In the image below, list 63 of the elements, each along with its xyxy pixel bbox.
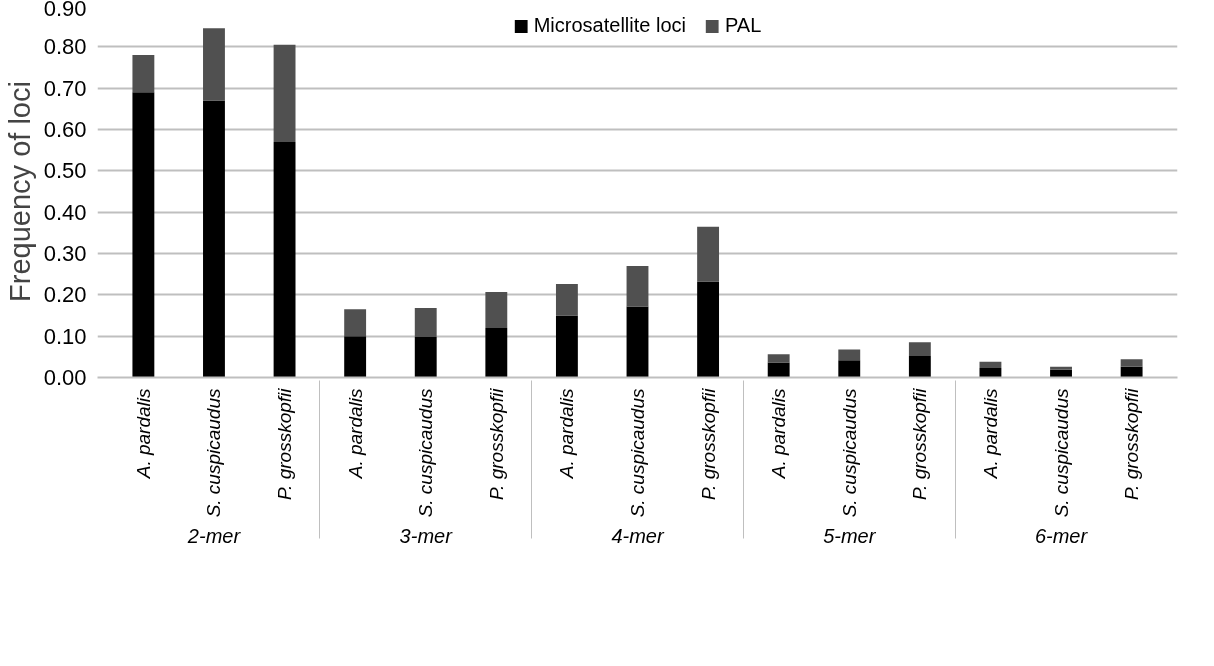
x-tick-label: A. pardalis [132,388,154,480]
y-tick-label: 0.10 [43,323,87,349]
x-tick-label: P. grosskopfii [697,387,719,501]
text: 3-mer [399,525,454,548]
x-tick-label: S. cuspicaudus [415,388,437,518]
x-tick-label: A. pardalis [344,388,366,480]
legend-label: PAL [724,14,762,37]
bar [838,349,861,361]
bar [908,342,931,357]
bar [1050,366,1072,370]
text: 5-mer [823,525,877,548]
x-tick-label: P. grosskopfii [1121,387,1143,501]
text: 4-mer [611,525,665,548]
x-tick-label: P. grosskopfii [909,387,931,501]
bar [626,306,649,378]
y-tick-label: 0.90 [43,0,87,21]
bar [132,92,155,378]
x-tick-label: S. cuspicaudus [838,388,860,518]
bar [344,336,367,378]
y-axis-title: Frequency of loci [3,81,36,302]
text: 6-mer [1034,525,1089,548]
x-tick-label: A. pardalis [556,388,578,480]
bar [1050,369,1072,378]
legend-label: Microsatellite loci [533,14,686,37]
bar [555,315,578,378]
x-tick-label: A. pardalis [979,388,1001,480]
bar [203,28,225,101]
x-tick-label: S. cuspicaudus [1050,388,1072,518]
x-tick-label: A. pardalis [768,388,790,480]
bar [1120,366,1143,378]
x-tick-label: P. grosskopfii [485,387,507,501]
x-tick-label: S. cuspicaudus [203,388,225,518]
bar [767,354,790,363]
y-tick-label: 0.70 [43,75,87,101]
bar [414,308,437,337]
bar [203,100,225,378]
y-tick-label: 0.00 [43,365,87,390]
bar [697,281,720,378]
y-tick-label: 0.50 [43,158,87,184]
bar [767,362,790,378]
bar [414,336,437,378]
bar [979,361,1002,368]
bar [979,367,1002,378]
bar [908,356,931,378]
bar [485,327,508,378]
bar [697,226,720,282]
bar [132,55,155,93]
text: 2-mer [186,525,242,548]
x-tick-label: S. cuspicaudus [627,388,648,518]
y-tick-label: 0.60 [43,117,87,142]
y-tick-label: 0.40 [43,199,87,225]
y-tick-label: 0.30 [43,241,87,266]
bar [626,265,649,307]
y-tick-label: 0.80 [43,34,87,60]
bar [344,309,367,337]
y-tick-label: 0.20 [43,282,87,308]
x-tick-label: P. grosskopfii [274,387,296,501]
bar [273,44,296,142]
bar [273,141,296,378]
bar [485,291,508,328]
bar [555,284,578,316]
bar [1120,359,1143,367]
bar [838,360,861,378]
